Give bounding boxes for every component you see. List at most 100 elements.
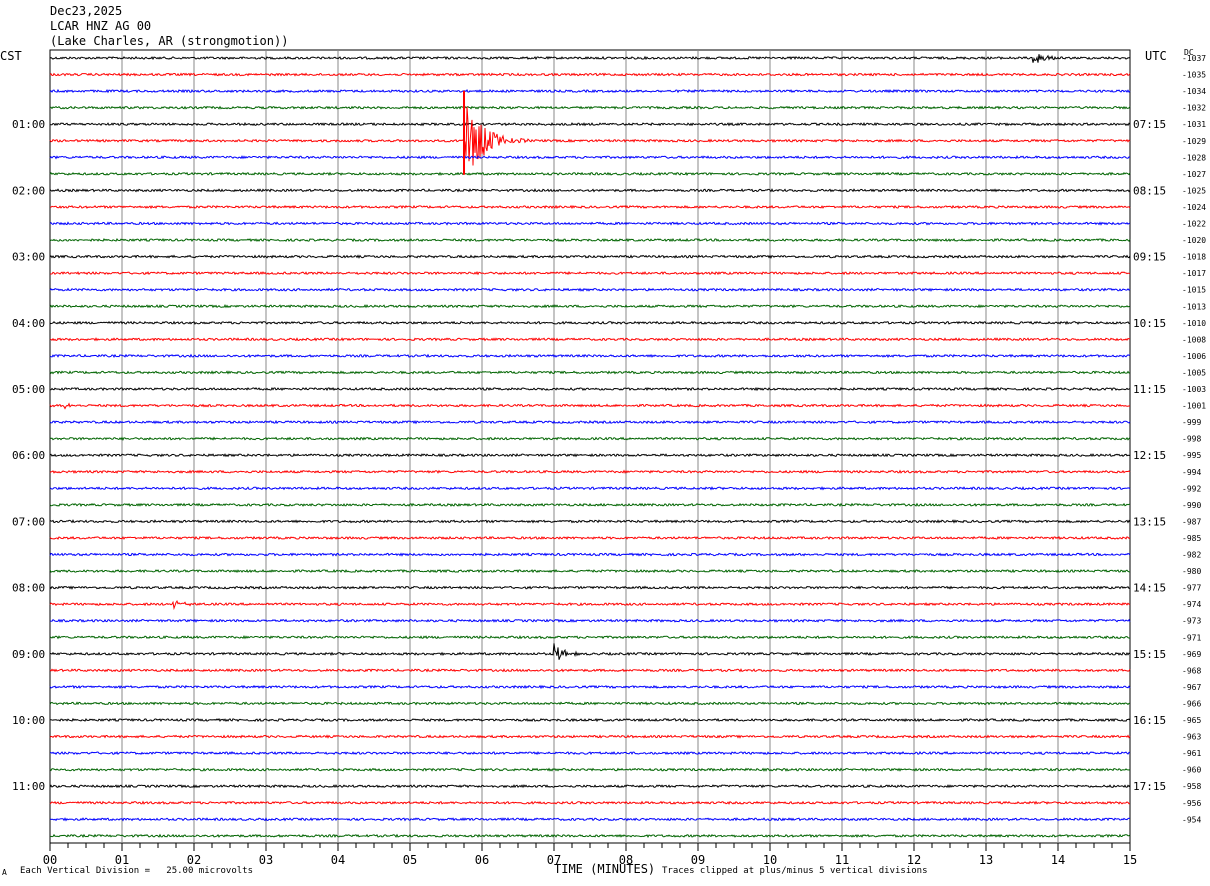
dc-offset-label: -973 <box>1182 617 1201 626</box>
cst-hour-label: 04:00 <box>12 317 45 330</box>
dc-offset-label: -1028 <box>1182 153 1206 162</box>
seismic-trace <box>49 734 1131 739</box>
seismic-trace <box>49 784 1131 789</box>
x-tick-label: 13 <box>979 853 993 867</box>
dc-offset-label: -1013 <box>1182 302 1206 311</box>
clipping-note: Traces clipped at plus/minus 5 vertical … <box>662 866 928 876</box>
x-tick-label: 12 <box>907 853 921 867</box>
seismic-trace <box>49 402 1131 410</box>
dc-offset-label: -998 <box>1182 435 1201 444</box>
footer-mark: A <box>2 868 7 877</box>
dc-offset-label: -1032 <box>1182 104 1206 113</box>
x-tick-label: 02 <box>187 853 201 867</box>
seismic-trace <box>49 701 1131 706</box>
dc-offset-label: -1022 <box>1182 220 1206 229</box>
seismic-trace <box>49 188 1131 193</box>
x-tick-label: 06 <box>475 853 489 867</box>
seismic-trace <box>49 684 1131 690</box>
vertical-division-note: Each Vertical Division = 25.00 microvolt… <box>20 866 253 876</box>
cst-hour-label: 03:00 <box>12 251 45 264</box>
seismic-trace <box>49 72 1131 77</box>
x-tick-label: 10 <box>763 853 777 867</box>
dc-offset-label: -1029 <box>1182 137 1206 146</box>
utc-time-label: 17:15 <box>1133 780 1166 793</box>
dc-offset-label: -971 <box>1182 633 1201 642</box>
dc-offset-label: -1005 <box>1182 368 1206 377</box>
utc-time-label: 12:15 <box>1133 449 1166 462</box>
dc-offset-label: -1010 <box>1182 319 1206 328</box>
utc-time-label: 15:15 <box>1133 648 1166 661</box>
dc-offset-label: -974 <box>1182 600 1201 609</box>
utc-time-label: 16:15 <box>1133 714 1166 727</box>
dc-offset-label: -958 <box>1182 782 1201 791</box>
x-tick-label: 11 <box>835 853 849 867</box>
x-tick-label: 14 <box>1051 853 1065 867</box>
station-label: LCAR HNZ AG 00 <box>50 19 152 33</box>
dc-offset-label: -967 <box>1182 683 1201 692</box>
seismic-trace <box>49 469 1131 474</box>
dc-offset-label: -992 <box>1182 484 1201 493</box>
x-tick-label: 05 <box>403 853 417 867</box>
cst-hour-label: 07:00 <box>12 515 45 528</box>
dc-offset-header: DC <box>1184 48 1194 57</box>
date-label: Dec23,2025 <box>50 4 123 18</box>
dc-offset-label: -1018 <box>1182 253 1206 262</box>
seismic-trace <box>50 750 1131 756</box>
seismic-trace <box>49 304 1131 309</box>
dc-offset-label: -966 <box>1182 699 1201 708</box>
dc-offset-label: -1035 <box>1182 71 1206 80</box>
seismic-trace <box>50 271 1131 276</box>
seismic-trace <box>49 121 1131 127</box>
dc-offset-label: -1015 <box>1182 286 1206 295</box>
seismic-trace <box>49 453 1131 458</box>
x-tick-label: 07 <box>547 853 561 867</box>
dc-offset-label: -982 <box>1182 551 1201 560</box>
seismic-trace <box>49 618 1131 623</box>
dc-offset-label: -956 <box>1182 799 1201 808</box>
dc-offset-label: -1024 <box>1182 203 1206 212</box>
dc-offset-label: -961 <box>1182 749 1201 758</box>
seismic-trace <box>49 502 1131 507</box>
seismic-trace <box>49 353 1131 359</box>
seismic-trace <box>49 254 1131 259</box>
dc-offset-label: -968 <box>1182 666 1201 675</box>
seismic-trace <box>49 643 1131 660</box>
cst-hour-label: 10:00 <box>12 714 45 727</box>
seismic-trace <box>49 237 1131 243</box>
seismic-trace <box>49 221 1131 226</box>
cst-hour-label: 11:00 <box>12 780 45 793</box>
x-axis-label: TIME (MINUTES) <box>554 862 656 876</box>
dc-offset-label: -990 <box>1182 501 1201 510</box>
dc-offset-label: -1020 <box>1182 236 1206 245</box>
dc-offset-label: -1006 <box>1182 352 1206 361</box>
seismic-trace <box>49 54 1131 63</box>
utc-time-label: 09:15 <box>1133 251 1166 264</box>
seismic-trace <box>49 519 1131 524</box>
dc-offset-label: -1037 <box>1182 54 1206 63</box>
seismic-trace <box>49 88 1131 94</box>
plot-frame <box>49 49 1131 844</box>
seismic-trace <box>49 337 1130 342</box>
dc-offset-label: -954 <box>1182 815 1201 824</box>
seismic-trace <box>49 568 1131 574</box>
seismic-trace <box>49 436 1131 441</box>
dc-offset-label: -1025 <box>1182 186 1206 195</box>
seismic-trace <box>49 767 1131 772</box>
dc-offset-label: -963 <box>1182 733 1201 742</box>
utc-timezone-label: UTC <box>1145 49 1167 63</box>
cst-hour-label: 01:00 <box>12 118 45 131</box>
dc-offset-label: -995 <box>1182 451 1201 460</box>
seismic-trace <box>49 668 1131 673</box>
dc-offset-label: -994 <box>1182 468 1201 477</box>
dc-offset-label: -969 <box>1182 650 1201 659</box>
dc-offset-label: -965 <box>1182 716 1201 725</box>
utc-time-label: 10:15 <box>1133 317 1166 330</box>
seismic-trace <box>49 370 1131 375</box>
cst-timezone-label: CST <box>0 49 22 63</box>
dc-offset-label: -985 <box>1182 534 1201 543</box>
dc-offset-label: -1008 <box>1182 335 1206 344</box>
seismic-trace <box>49 171 1131 176</box>
utc-time-label: 08:15 <box>1133 184 1166 197</box>
dc-offset-label: -977 <box>1182 584 1201 593</box>
